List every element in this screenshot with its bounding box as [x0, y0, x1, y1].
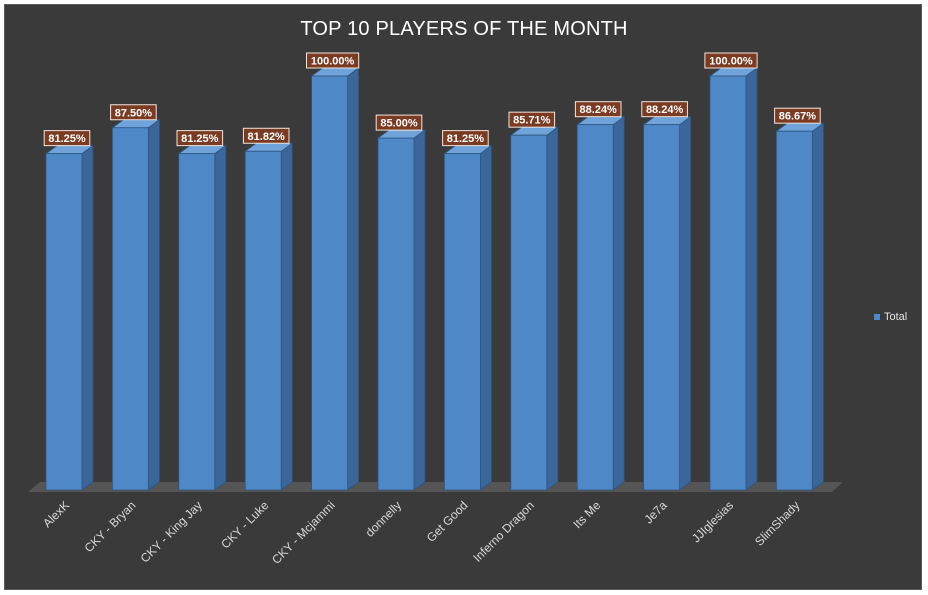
data-label: 87.50% [115, 107, 153, 119]
category-label: SlimShady [752, 498, 802, 548]
bar-front [45, 153, 83, 491]
bar [44, 144, 95, 491]
data-label: 86.67% [779, 111, 817, 123]
bar-side [812, 122, 824, 491]
category-label: CKY - King Jay [138, 498, 205, 565]
bar-front [709, 75, 747, 491]
data-label-box [704, 52, 758, 69]
data-label: 88.24% [580, 104, 618, 116]
category-label: CKY - Luke [218, 498, 271, 551]
category-label: AlexK [40, 498, 72, 530]
bar [642, 115, 692, 491]
data-label-box [508, 111, 556, 128]
data-label-box [375, 114, 423, 131]
data-label-box [442, 130, 489, 147]
bar-side [413, 129, 426, 491]
data-label: 81.25% [447, 133, 485, 145]
data-label-box [110, 104, 157, 121]
bar-side [214, 144, 227, 491]
bar-side [81, 144, 94, 491]
bar [177, 144, 228, 491]
category-label: donnelly [363, 498, 405, 540]
category-label: JJIglesias [689, 498, 736, 545]
bar-front [244, 150, 282, 491]
data-label-box [176, 130, 224, 147]
data-label-box [641, 101, 688, 118]
bar [376, 129, 427, 491]
bar [775, 122, 825, 491]
bar [111, 118, 161, 491]
data-label-box [574, 101, 622, 118]
bar [708, 67, 759, 491]
category-label: CKY - Bryan [82, 498, 139, 555]
bar [243, 142, 294, 491]
data-label: 88.24% [646, 104, 684, 116]
data-label-box [43, 130, 91, 147]
bar-side [479, 144, 492, 491]
bar-front [178, 153, 216, 491]
bar [310, 67, 360, 491]
bar-front [510, 134, 548, 491]
data-label: 100.00% [311, 56, 355, 68]
bar [443, 144, 493, 491]
data-label: 100.00% [709, 56, 753, 68]
bar [575, 115, 626, 491]
data-label: 85.71% [513, 115, 551, 127]
category-label: Je7a [641, 498, 670, 527]
category-label: CKY - Mcjammi [269, 498, 338, 567]
data-label: 85.00% [380, 118, 418, 130]
chart-title: TOP 10 PLAYERS OF THE MONTH [300, 18, 628, 40]
bar-front [776, 130, 813, 491]
category-label: Get Good [424, 498, 471, 545]
bar-front [311, 75, 349, 491]
category-label: Inferno Dragon [470, 498, 537, 565]
bar-front [576, 124, 614, 491]
data-label: 81.25% [48, 133, 86, 145]
bar-front [377, 137, 415, 491]
data-label-box [306, 52, 360, 69]
data-label: 81.82% [248, 131, 286, 143]
bar-side [612, 115, 625, 491]
bar-front [112, 127, 149, 491]
bar-side [546, 126, 559, 491]
legend-swatch [874, 314, 880, 320]
chart-floor [28, 482, 843, 492]
data-label-box [774, 107, 821, 124]
bar-front [443, 153, 481, 491]
legend-label: Total [884, 311, 908, 323]
bar-front [643, 124, 680, 491]
data-label: 81.25% [181, 133, 219, 145]
category-label: Its Me [570, 498, 603, 531]
bar-side [679, 115, 691, 491]
legend: Total [874, 311, 907, 323]
bar [509, 126, 560, 491]
bar-side [280, 142, 293, 491]
bar-side [147, 118, 160, 491]
bar-side [745, 67, 758, 491]
bar-side [347, 67, 360, 491]
data-label-box [242, 127, 290, 144]
